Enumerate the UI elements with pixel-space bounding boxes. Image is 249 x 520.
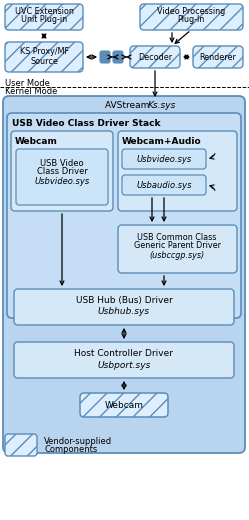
Text: Webcam: Webcam bbox=[105, 400, 143, 410]
FancyBboxPatch shape bbox=[100, 51, 110, 63]
Text: USB Hub (Bus) Driver: USB Hub (Bus) Driver bbox=[76, 296, 172, 305]
FancyBboxPatch shape bbox=[130, 46, 180, 68]
FancyBboxPatch shape bbox=[118, 131, 237, 211]
Text: (usbccgp.sys): (usbccgp.sys) bbox=[149, 252, 205, 261]
Text: Unit Plug-in: Unit Plug-in bbox=[21, 16, 67, 24]
Text: User Mode: User Mode bbox=[5, 79, 50, 87]
Text: Video Processing: Video Processing bbox=[157, 6, 225, 16]
Text: USB Common Class: USB Common Class bbox=[137, 232, 217, 241]
FancyBboxPatch shape bbox=[193, 46, 243, 68]
FancyBboxPatch shape bbox=[122, 149, 206, 169]
Text: Renderer: Renderer bbox=[199, 53, 237, 61]
FancyBboxPatch shape bbox=[7, 113, 241, 318]
Text: UVC Extension: UVC Extension bbox=[14, 6, 73, 16]
Text: AVStream: AVStream bbox=[105, 101, 152, 110]
Text: Usbport.sys: Usbport.sys bbox=[97, 360, 151, 370]
Text: KS Proxy/MF: KS Proxy/MF bbox=[19, 47, 68, 57]
FancyBboxPatch shape bbox=[14, 289, 234, 325]
Text: Source: Source bbox=[30, 58, 58, 67]
Text: Class Driver: Class Driver bbox=[37, 167, 87, 176]
FancyBboxPatch shape bbox=[5, 434, 37, 456]
Text: Ks.sys: Ks.sys bbox=[148, 101, 176, 110]
Text: Usbaudio.sys: Usbaudio.sys bbox=[136, 180, 192, 189]
FancyBboxPatch shape bbox=[80, 393, 168, 417]
Text: USB Video Class Driver Stack: USB Video Class Driver Stack bbox=[12, 119, 161, 127]
Text: Components: Components bbox=[44, 446, 97, 454]
Text: Vendor-supplied: Vendor-supplied bbox=[44, 436, 112, 446]
FancyBboxPatch shape bbox=[122, 175, 206, 195]
Text: Usbvideo.sys: Usbvideo.sys bbox=[34, 177, 90, 187]
Text: Kernel Mode: Kernel Mode bbox=[5, 86, 57, 96]
FancyBboxPatch shape bbox=[5, 42, 83, 72]
FancyBboxPatch shape bbox=[118, 225, 237, 273]
FancyBboxPatch shape bbox=[113, 51, 123, 63]
Text: Usbvideo.sys: Usbvideo.sys bbox=[136, 154, 192, 163]
Text: Decoder: Decoder bbox=[138, 53, 172, 61]
Text: USB Video: USB Video bbox=[40, 159, 84, 167]
FancyBboxPatch shape bbox=[14, 342, 234, 378]
FancyBboxPatch shape bbox=[3, 96, 245, 453]
Text: Host Controller Driver: Host Controller Driver bbox=[74, 349, 174, 358]
FancyBboxPatch shape bbox=[16, 149, 108, 205]
Text: Generic Parent Driver: Generic Parent Driver bbox=[133, 241, 221, 251]
FancyBboxPatch shape bbox=[5, 4, 83, 30]
Text: Plug-In: Plug-In bbox=[177, 16, 205, 24]
FancyBboxPatch shape bbox=[11, 131, 113, 211]
Text: Usbhub.sys: Usbhub.sys bbox=[98, 307, 150, 317]
Text: Webcam+Audio: Webcam+Audio bbox=[122, 136, 202, 146]
FancyBboxPatch shape bbox=[140, 4, 243, 30]
Text: Webcam: Webcam bbox=[15, 136, 58, 146]
